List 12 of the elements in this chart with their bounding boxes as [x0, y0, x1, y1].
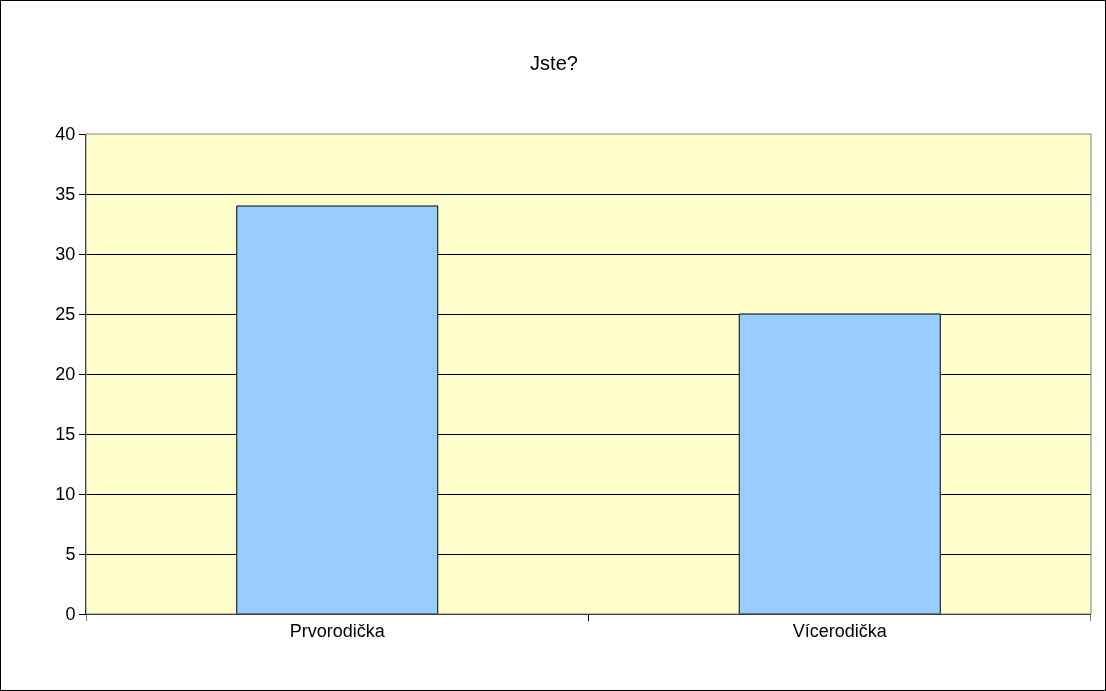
x-tick-label: Vícerodička	[792, 620, 888, 641]
y-tick-label: 5	[65, 544, 76, 565]
y-tick-label: 35	[55, 184, 76, 205]
y-tick-label: 0	[65, 604, 76, 625]
y-tick-label: 25	[55, 304, 76, 325]
y-tick-label: 20	[55, 364, 76, 385]
y-tick-label: 10	[55, 484, 76, 505]
y-tick-label: 30	[55, 244, 76, 265]
x-tick-label: Prvorodička	[289, 620, 386, 641]
y-tick-label: 15	[55, 424, 76, 445]
chart-title: Jste?	[530, 52, 578, 75]
y-tick-label: 40	[55, 124, 76, 145]
